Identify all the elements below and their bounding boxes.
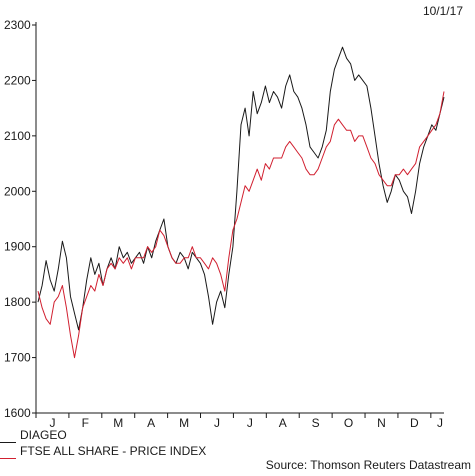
x-tick-label: N xyxy=(377,416,386,430)
x-tick-label: O xyxy=(344,416,353,430)
x-tick-label: J xyxy=(49,416,55,430)
x-tick-label: J xyxy=(437,416,443,430)
legend-swatch-diageo xyxy=(0,442,16,443)
x-tick-label: J xyxy=(214,416,220,430)
legend-item-ftse: FTSE ALL SHARE - PRICE INDEX xyxy=(0,444,300,462)
y-tick-label: 2100 xyxy=(4,129,31,143)
y-tick-label: 1800 xyxy=(4,295,31,309)
y-tick-label: 1900 xyxy=(4,240,31,254)
x-tick-label: M xyxy=(179,416,189,430)
axes xyxy=(35,22,444,414)
x-tick-label: A xyxy=(147,416,155,430)
x-tick-label: S xyxy=(312,416,320,430)
source-note: Source: Thomson Reuters Datastream xyxy=(265,458,471,472)
x-tick-label: J xyxy=(247,416,253,430)
y-tick-label: 2200 xyxy=(4,73,31,87)
legend-label-diageo: DIAGEO xyxy=(20,428,67,442)
y-tick-label: 2000 xyxy=(4,184,31,198)
y-tick-label: 1700 xyxy=(4,351,31,365)
legend-swatch-ftse xyxy=(0,458,16,459)
x-tick-label: A xyxy=(279,416,287,430)
x-tick-label: M xyxy=(113,416,123,430)
series-line-diageo xyxy=(37,46,445,331)
legend-label-ftse: FTSE ALL SHARE - PRICE INDEX xyxy=(20,444,207,458)
ticks: 1600 1700 1800 1900 2000 2100 2200 2300 J F M A M J J A… xyxy=(4,18,443,430)
date-label: 10/1/17 xyxy=(422,4,463,18)
y-tick-label: 2300 xyxy=(4,18,31,32)
x-tick-label: D xyxy=(410,416,419,430)
x-tick-label: F xyxy=(82,416,89,430)
series-layer xyxy=(37,46,445,359)
legend-item-diageo: DIAGEO xyxy=(0,428,300,446)
series-line-ftse xyxy=(37,91,445,359)
y-tick-label: 1600 xyxy=(4,406,31,420)
